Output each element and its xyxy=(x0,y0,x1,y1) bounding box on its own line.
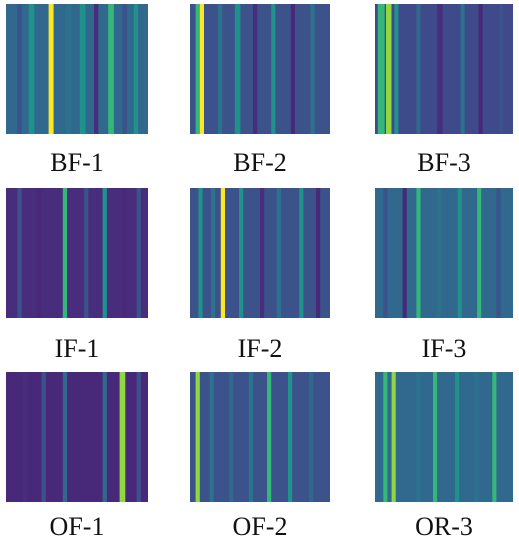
heatmap-image xyxy=(375,4,513,134)
heatmap-stripe xyxy=(234,4,241,134)
panel-label: IF-1 xyxy=(54,334,100,363)
heatmap-stripe xyxy=(394,4,399,134)
heatmap-stripe xyxy=(496,188,501,318)
heatmap-background xyxy=(375,372,513,502)
heatmap-image xyxy=(375,188,513,318)
heatmap-stripe xyxy=(437,188,442,318)
heatmap-stripe xyxy=(309,372,314,502)
heatmap-stripe xyxy=(316,188,321,318)
heatmap-stripe xyxy=(102,188,107,318)
heatmap-stripe xyxy=(433,372,438,502)
heatmap-stripe xyxy=(28,4,35,134)
heatmap-stripe xyxy=(383,188,388,318)
heatmap-panel-if-1 xyxy=(6,188,148,318)
heatmap-stripe xyxy=(220,188,225,318)
heatmap-stripe xyxy=(478,4,483,134)
heatmap-stripe xyxy=(79,4,86,134)
heatmap-stripe xyxy=(199,4,204,134)
heatmap-stripe xyxy=(416,188,421,318)
heatmap-background xyxy=(190,4,330,134)
heatmap-stripe xyxy=(229,372,234,502)
heatmap-stripe xyxy=(218,4,223,134)
heatmap-stripe xyxy=(391,372,396,502)
heatmap-stripe xyxy=(260,188,265,318)
heatmap-panel-bf-2 xyxy=(190,4,330,134)
heatmap-panel-bf-3 xyxy=(375,4,513,134)
heatmap-panel-bf-1 xyxy=(6,4,148,134)
panel-label: OR-3 xyxy=(415,512,473,541)
heatmap-stripe xyxy=(499,4,504,134)
heatmap-stripe xyxy=(94,4,99,134)
heatmap-stripe xyxy=(23,372,28,502)
heatmap-stripe xyxy=(211,188,216,318)
heatmap-stripe xyxy=(239,188,244,318)
heatmap-image xyxy=(375,372,513,502)
heatmap-stripe xyxy=(288,372,293,502)
heatmap-stripe xyxy=(402,188,407,318)
panel-label: BF-1 xyxy=(50,148,104,177)
heatmap-stripe xyxy=(48,4,54,134)
heatmap-stripe xyxy=(377,4,385,134)
heatmap-background xyxy=(375,188,513,318)
heatmap-stripe xyxy=(195,4,200,134)
heatmap-stripe xyxy=(133,4,139,134)
heatmap-stripe xyxy=(108,4,114,134)
heatmap-image xyxy=(190,4,330,134)
heatmap-stripe xyxy=(62,372,68,502)
heatmap-stripe xyxy=(276,188,281,318)
heatmap-image xyxy=(6,4,148,134)
heatmap-stripe xyxy=(65,4,72,134)
heatmap-image xyxy=(6,188,148,318)
heatmap-panel-or-3 xyxy=(375,372,513,502)
heatmap-stripe xyxy=(290,4,295,134)
heatmap-panel-of-2 xyxy=(190,372,330,502)
heatmap-stripe xyxy=(198,188,203,318)
heatmap-stripe xyxy=(41,372,46,502)
heatmap-stripe xyxy=(17,4,22,134)
heatmap-image xyxy=(6,372,148,502)
heatmap-stripe xyxy=(17,188,22,318)
heatmap-stripe xyxy=(102,372,107,502)
panel-label: IF-2 xyxy=(237,334,283,363)
heatmap-stripe xyxy=(122,4,127,134)
heatmap-stripe xyxy=(122,188,127,318)
heatmap-panel-of-1 xyxy=(6,372,148,502)
heatmap-stripe xyxy=(195,372,200,502)
heatmap-stripe xyxy=(416,4,421,134)
heatmap-stripe xyxy=(136,188,141,318)
heatmap-stripe xyxy=(477,188,482,318)
heatmap-stripe xyxy=(492,372,497,502)
heatmap-panel-if-2 xyxy=(190,188,330,318)
heatmap-stripe xyxy=(136,372,141,502)
heatmap-stripe xyxy=(119,372,126,502)
heatmap-panel-if-3 xyxy=(375,188,513,318)
heatmap-stripe xyxy=(310,4,315,134)
heatmap-stripe xyxy=(474,372,479,502)
panel-label: OF-1 xyxy=(49,512,105,541)
panel-label: IF-3 xyxy=(421,334,467,363)
heatmap-stripe xyxy=(457,188,462,318)
heatmap-stripe xyxy=(416,372,421,502)
heatmap-stripe xyxy=(299,188,304,318)
heatmap-stripe xyxy=(383,372,388,502)
heatmap-stripe xyxy=(271,4,276,134)
heatmap-stripe xyxy=(37,188,42,318)
heatmap-image xyxy=(190,188,330,318)
heatmap-stripe xyxy=(209,372,214,502)
panel-label: OF-2 xyxy=(232,512,288,541)
heatmap-stripe xyxy=(460,4,465,134)
heatmap-stripe xyxy=(84,372,89,502)
heatmap-stripe xyxy=(455,372,460,502)
heatmap-stripe xyxy=(253,4,258,134)
panel-label: BF-2 xyxy=(233,148,287,177)
heatmap-stripe xyxy=(267,372,272,502)
heatmap-stripe xyxy=(386,4,392,134)
heatmap-image xyxy=(190,372,330,502)
heatmap-stripe xyxy=(84,188,89,318)
heatmap-stripe xyxy=(248,372,253,502)
heatmap-stripe xyxy=(437,4,443,134)
heatmap-stripe xyxy=(62,188,68,318)
panel-label: BF-3 xyxy=(417,148,471,177)
